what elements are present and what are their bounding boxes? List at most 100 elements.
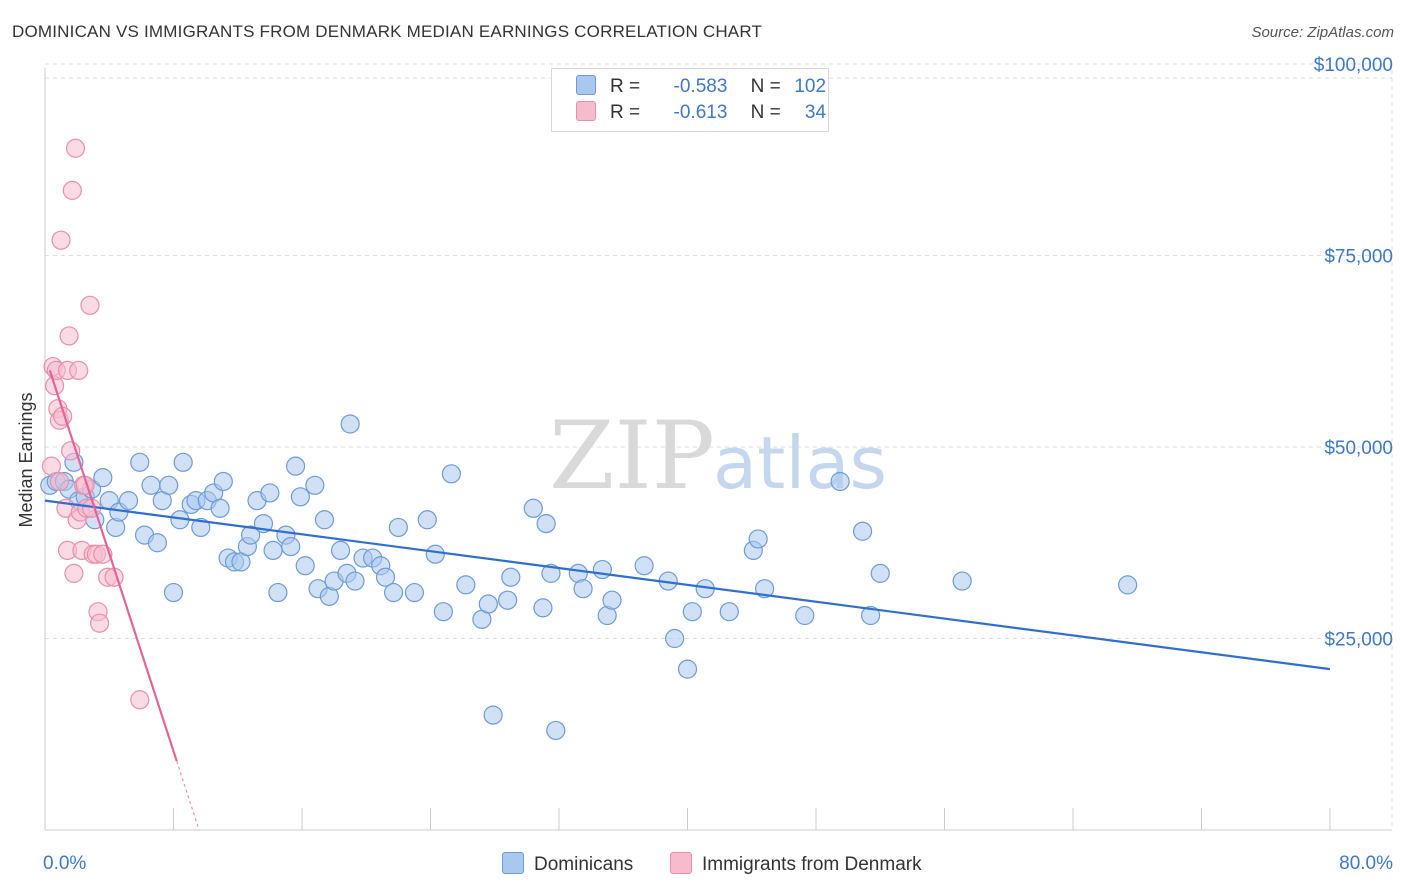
- series-label-denmark: Immigrants from Denmark: [702, 854, 922, 875]
- trend-layer: [44, 370, 1331, 831]
- point-dominicans: [260, 483, 280, 503]
- point-dominicans: [388, 517, 408, 538]
- trendline-denmark-extension: [176, 760, 200, 831]
- point-dominicans: [141, 475, 161, 495]
- legend-r-label: R =: [610, 76, 641, 97]
- point-dominicans: [173, 452, 193, 472]
- point-dominicans: [533, 598, 553, 618]
- point-denmark: [130, 690, 150, 710]
- point-dominicans: [330, 540, 351, 561]
- legend-row-denmark: R = -0.613 N = 34: [576, 101, 826, 125]
- y-tick-label: $25,000: [1324, 630, 1393, 651]
- label-layer: $25,000 $50,000 $75,000 $100,000 0.0% 80.0% Me…: [16, 55, 1393, 874]
- watermark-atlas: atlas: [713, 421, 887, 505]
- point-dominicans: [861, 605, 881, 626]
- point-dominicans: [870, 563, 890, 583]
- point-denmark: [65, 138, 86, 158]
- y-axis-title: Median Earnings: [16, 392, 36, 527]
- series-label-dominicans: Dominicans: [534, 854, 634, 875]
- point-dominicans: [523, 498, 543, 518]
- point-dominicans: [677, 659, 698, 679]
- point-dominicans: [456, 575, 476, 595]
- point-denmark: [69, 360, 89, 380]
- watermark-zip: ZIP: [549, 402, 715, 511]
- point-denmark: [49, 471, 70, 492]
- series-legend-dominicans[interactable]: Dominicans: [502, 852, 633, 876]
- point-dominicans: [795, 605, 815, 626]
- point-dominicans: [213, 471, 233, 492]
- point-dominicans: [441, 464, 461, 484]
- legend-r-value: -0.583: [673, 76, 728, 97]
- source-label: Source: ZipAtlas.com: [1251, 24, 1394, 41]
- point-dominicans: [130, 452, 150, 472]
- point-dominicans: [241, 525, 261, 545]
- point-denmark: [51, 230, 71, 250]
- point-denmark: [90, 613, 110, 633]
- point-dominicans: [952, 571, 972, 591]
- point-dominicans: [345, 571, 365, 591]
- y-tick-label: $75,000: [1324, 247, 1393, 268]
- points-layer: [40, 138, 1138, 741]
- point-denmark: [62, 180, 82, 200]
- point-dominicans: [602, 590, 622, 610]
- point-dominicans: [682, 602, 702, 622]
- point-dominicans: [754, 579, 775, 599]
- point-denmark: [41, 456, 62, 476]
- point-dominicans: [573, 579, 593, 599]
- point-dominicans: [546, 720, 566, 741]
- point-denmark: [59, 326, 79, 346]
- point-dominicans: [340, 414, 360, 434]
- axis-layer: [44, 68, 1392, 831]
- point-dominicans: [852, 521, 873, 541]
- point-dominicans: [425, 544, 445, 564]
- legend-n-value: 34: [804, 102, 827, 123]
- legend-n-value: 102: [794, 76, 827, 97]
- point-dominicans: [433, 602, 453, 622]
- point-denmark: [80, 295, 100, 315]
- point-dominicans: [634, 556, 654, 576]
- point-dominicans: [383, 582, 404, 603]
- point-dominicans: [314, 510, 335, 530]
- point-dominicans: [281, 536, 301, 557]
- series-swatch-pink: [670, 852, 692, 874]
- legend-row-dominicans: R = -0.583 N = 102: [576, 75, 826, 99]
- stats-legend: R = -0.583 N = 102 R = -0.613 N = 34: [551, 68, 829, 132]
- legend-n-label: N =: [750, 76, 781, 97]
- point-dominicans: [163, 582, 184, 603]
- series-legend: Dominicans Immigrants from Denmark: [0, 852, 1406, 876]
- legend-n-label: N =: [750, 102, 781, 123]
- point-dominicans: [290, 487, 310, 507]
- point-dominicans: [147, 533, 168, 553]
- point-dominicans: [483, 705, 503, 725]
- point-dominicans: [478, 594, 498, 614]
- point-dominicans: [159, 475, 179, 495]
- point-dominicans: [501, 567, 521, 587]
- point-dominicans: [118, 491, 139, 511]
- point-dominicans: [295, 556, 315, 576]
- point-dominicans: [719, 602, 739, 622]
- point-dominicans: [1118, 575, 1138, 595]
- point-denmark: [64, 563, 84, 583]
- x-tick-label: 0.0%: [43, 853, 86, 874]
- y-tick-label: $50,000: [1324, 438, 1393, 459]
- point-dominicans: [830, 471, 850, 492]
- legend-swatch-pink: [576, 101, 596, 121]
- point-dominicans: [305, 475, 325, 495]
- point-dominicans: [536, 513, 556, 534]
- point-dominicans: [592, 559, 612, 580]
- series-legend-denmark[interactable]: Immigrants from Denmark: [670, 852, 922, 876]
- chart-title: DOMINICAN VS IMMIGRANTS FROM DENMARK MED…: [12, 22, 763, 41]
- watermark: ZIP atlas: [549, 402, 887, 511]
- point-dominicans: [375, 567, 396, 587]
- point-dominicans: [665, 628, 685, 649]
- trendline-denmark: [48, 370, 178, 762]
- x-tick-label: 80.0%: [1339, 853, 1393, 874]
- point-dominicans: [263, 540, 283, 561]
- grid-layer: [45, 63, 1393, 830]
- point-dominicans: [498, 590, 518, 610]
- legend-r-value: -0.613: [673, 102, 728, 123]
- y-tick-label: $100,000: [1314, 55, 1393, 76]
- legend-r-label: R =: [610, 102, 641, 123]
- point-dominicans: [748, 529, 768, 549]
- point-dominicans: [210, 498, 230, 518]
